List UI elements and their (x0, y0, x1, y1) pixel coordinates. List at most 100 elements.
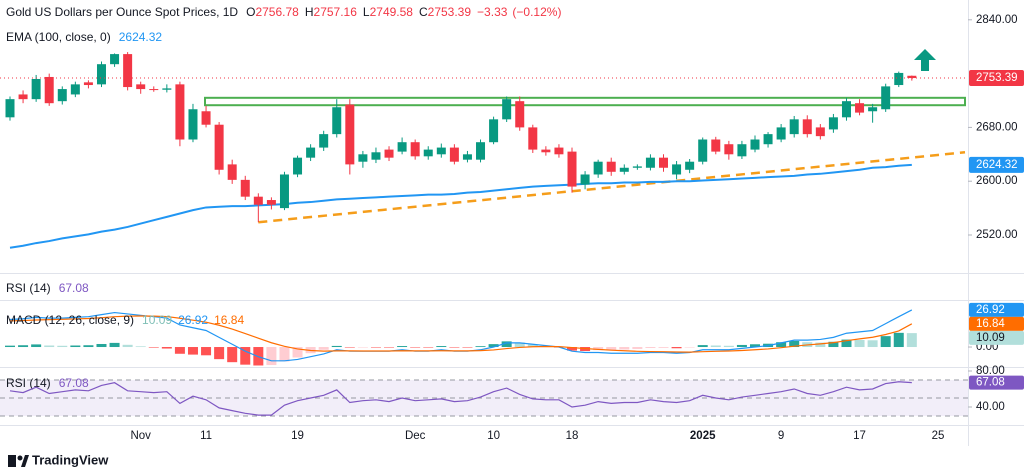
macd-histogram-bar (736, 344, 747, 348)
axis-tag-label: 10.09 (976, 332, 1005, 344)
candle-body (672, 164, 682, 175)
macd-histogram-bar (135, 346, 146, 348)
macd-histogram-bar (867, 340, 878, 348)
macd-histogram-bar (749, 344, 760, 348)
macd-histogram-bar (841, 339, 852, 348)
candle-body (841, 101, 851, 118)
macd-histogram-bar (44, 345, 55, 348)
macd-histogram-bar (357, 347, 368, 348)
y-tick-label: 2520.00 (976, 229, 1018, 241)
ema-line (9, 163, 912, 249)
macd-histogram-bar (31, 344, 42, 348)
candle-body (449, 147, 459, 162)
macd-histogram-bar (279, 347, 290, 362)
axis-tag-label: 2753.39 (976, 72, 1018, 84)
candle-body (868, 107, 878, 112)
macd-histogram-bar (227, 347, 238, 363)
logo-mark (21, 455, 29, 467)
candle-body (96, 64, 106, 85)
candle-body (123, 54, 133, 88)
candle-body (279, 174, 289, 209)
candle-body (685, 161, 695, 170)
candle-body (554, 147, 564, 155)
y-tick-label: 2680.00 (976, 121, 1018, 133)
candle-body (293, 157, 303, 175)
signal-line (9, 315, 913, 353)
macd-histogram-bar (266, 347, 277, 366)
ohlc-value: 2756.78 (255, 5, 299, 19)
macd-histogram-bar (109, 342, 120, 348)
macd-histogram-bar (70, 345, 81, 348)
x-tick-label: 10 (487, 430, 500, 442)
macd-histogram-bar (475, 346, 486, 348)
macd-histogram-bar (684, 347, 695, 348)
macd-histogram-bar (501, 341, 512, 348)
brand-name: TradingView (32, 452, 109, 467)
candle-body (253, 196, 263, 205)
candle-body (802, 119, 812, 135)
candle-body (57, 89, 67, 102)
candle-body (266, 200, 276, 205)
macd-histogram-bar (462, 347, 473, 348)
macd-histogram-bar (174, 347, 185, 354)
candle-body (606, 161, 616, 172)
candle-body (489, 119, 499, 143)
axis-tag (969, 375, 1024, 390)
candle-body (907, 75, 917, 79)
rsi-collapsed-legend: RSI (14) 67.08 (6, 281, 89, 295)
candle-body (70, 84, 80, 95)
candle-body (214, 124, 224, 170)
candle-body (423, 149, 433, 157)
candle-body (306, 147, 316, 158)
header-legend: Gold US Dollars per Ounce Spot Prices, 1… (6, 5, 561, 19)
macd-histogram-bar (776, 342, 787, 348)
rsi-title: RSI (14) (6, 281, 51, 295)
macd-histogram-bar (397, 346, 408, 348)
rsi-value: 67.08 (59, 281, 89, 295)
candle-body (410, 142, 420, 157)
pane-separators (0, 0, 1024, 446)
rsi-line (9, 381, 912, 416)
candle-body (619, 167, 629, 172)
macd-histogram-bar (906, 333, 917, 348)
macd-histogram-bar (187, 347, 198, 355)
candle-body (319, 134, 329, 148)
resistance-zone (204, 96, 966, 107)
x-tick-label: 17 (853, 430, 866, 442)
macd-histogram-bar (893, 332, 904, 348)
macd-histogram-bar (619, 347, 630, 350)
histogram-value: 10.09 (142, 313, 172, 327)
macd-histogram-bar (331, 345, 342, 348)
macd-histogram-bar (18, 345, 29, 348)
rsi-tick-label: 40.00 (976, 401, 1005, 413)
candle-body (776, 127, 786, 140)
candle-body (711, 139, 721, 152)
axis-tag (969, 156, 1024, 173)
axis-tag (969, 70, 1024, 87)
candle-body (201, 111, 211, 125)
macd-title: MACD (12, 26, close, 9) (6, 313, 134, 327)
macd-histogram-bar (57, 345, 68, 348)
candle-body (397, 142, 407, 152)
candle-body (881, 86, 891, 110)
candle-body (462, 154, 472, 160)
macd-histogram-bar (5, 345, 15, 348)
candle-body (645, 157, 655, 168)
macd-histogram-bar (384, 347, 395, 348)
macd-histogram-bar (436, 346, 447, 348)
macd-histogram-bar (815, 342, 826, 348)
candle-body (515, 101, 525, 128)
macd-histogram-bar (449, 347, 460, 348)
macd-histogram-bar (292, 347, 303, 358)
macd-legend: MACD (12, 26, close, 9) 10.09 26.92 16.84 (6, 313, 244, 327)
macd-histogram-bar (214, 347, 225, 360)
candle-body (149, 89, 159, 91)
candle-body (567, 151, 577, 187)
rsi-tick-label: 80.00 (976, 365, 1005, 377)
macd-histogram-bar (344, 347, 355, 348)
candle-body (371, 152, 381, 160)
macd-histogram-bar (318, 347, 329, 350)
macd-histogram-bar (854, 339, 865, 348)
macd-histogram-bar (710, 345, 721, 348)
